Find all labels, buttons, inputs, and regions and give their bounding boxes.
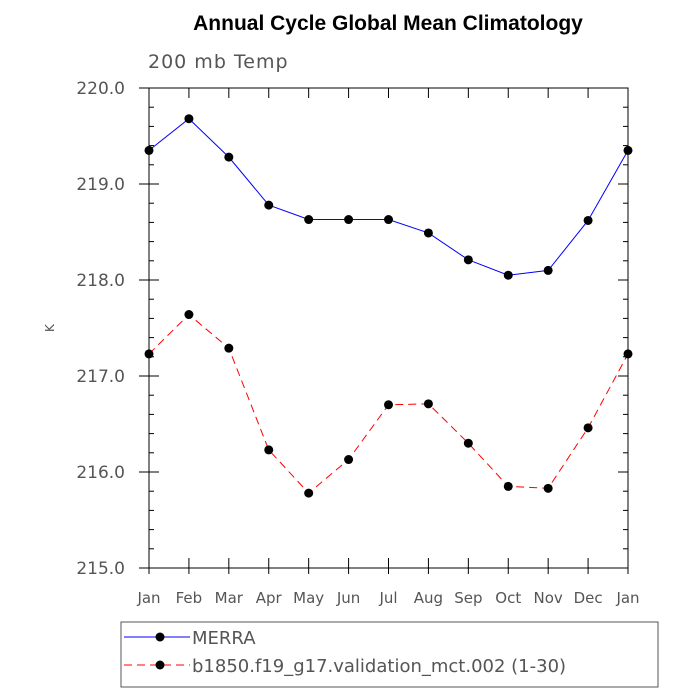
data-point-s1-6 — [384, 400, 393, 410]
x-tick-label: May — [293, 589, 324, 607]
x-tick-label: Jan — [136, 589, 160, 607]
y-tick-labels: 215.0 216.0 217.0 218.0 219.0 220.0 — [76, 79, 125, 579]
y-tick-label: 219.0 — [76, 175, 125, 195]
y-tick-label: 215.0 — [76, 559, 125, 579]
x-tick-label: Oct — [495, 589, 521, 607]
axis-ticks — [139, 87, 629, 574]
data-point-s1-1 — [184, 310, 194, 320]
data-point-s0-7 — [423, 228, 433, 238]
data-point-s0-1 — [184, 114, 194, 124]
chart-subtitle: 200 mb Temp — [148, 51, 289, 73]
x-tick-label: Aug — [414, 589, 443, 607]
data-point-s0-2 — [224, 152, 234, 162]
data-point-s1-11 — [583, 423, 593, 433]
x-tick-label: Sep — [454, 589, 482, 607]
y-tick-label: 217.0 — [76, 367, 125, 387]
data-point-s0-9 — [503, 270, 513, 280]
legend-marker-merra — [155, 632, 165, 642]
data-point-s1-7 — [423, 399, 433, 409]
data-point-s0-8 — [463, 255, 473, 265]
data-point-s0-4 — [304, 215, 314, 225]
x-tick-label: Apr — [256, 589, 283, 607]
plot-frame — [148, 87, 629, 569]
y-tick-label: 220.0 — [76, 79, 125, 99]
data-point-s0-10 — [543, 265, 553, 275]
y-tick-label: 218.0 — [76, 271, 125, 291]
data-point-s1-2 — [224, 343, 234, 353]
x-tick-label: Mar — [215, 589, 244, 607]
chart-title: Annual Cycle Global Mean Climatology — [193, 12, 583, 35]
y-tick-label: 216.0 — [76, 463, 125, 483]
data-point-s0-11 — [583, 215, 593, 225]
data-point-s1-5 — [344, 455, 354, 465]
x-tick-label: Nov — [534, 589, 563, 607]
x-tick-label: Jan — [615, 589, 639, 607]
x-tick-label: Feb — [176, 589, 203, 607]
legend-label-merra: MERRA — [192, 628, 256, 649]
legend-box — [120, 621, 659, 688]
legend: MERRA b1850.f19_g17.validation_mct.002 (… — [120, 621, 659, 688]
data-point-s0-3 — [264, 200, 274, 210]
data-point-s1-4 — [304, 488, 314, 498]
legend-marker-model — [155, 660, 165, 670]
y-axis-label: K — [43, 323, 57, 332]
data-point-s0-6 — [384, 215, 393, 225]
data-point-s1-3 — [264, 445, 274, 455]
legend-label-model: b1850.f19_g17.validation_mct.002 (1-30) — [192, 656, 566, 677]
x-tick-label: Jun — [336, 589, 360, 607]
series-line-0 — [148, 118, 629, 276]
x-tick-label: Dec — [574, 589, 603, 607]
series-group — [144, 114, 633, 498]
x-tick-labels: Jan Feb Mar Apr May Jun Jul Aug Sep Oct Nov Dec Jan — [136, 589, 639, 607]
data-point-s1-9 — [503, 481, 513, 491]
x-tick-label: Jul — [378, 589, 397, 607]
data-point-s1-10 — [543, 483, 553, 493]
data-point-s0-5 — [344, 215, 354, 225]
data-point-s1-8 — [463, 438, 473, 448]
